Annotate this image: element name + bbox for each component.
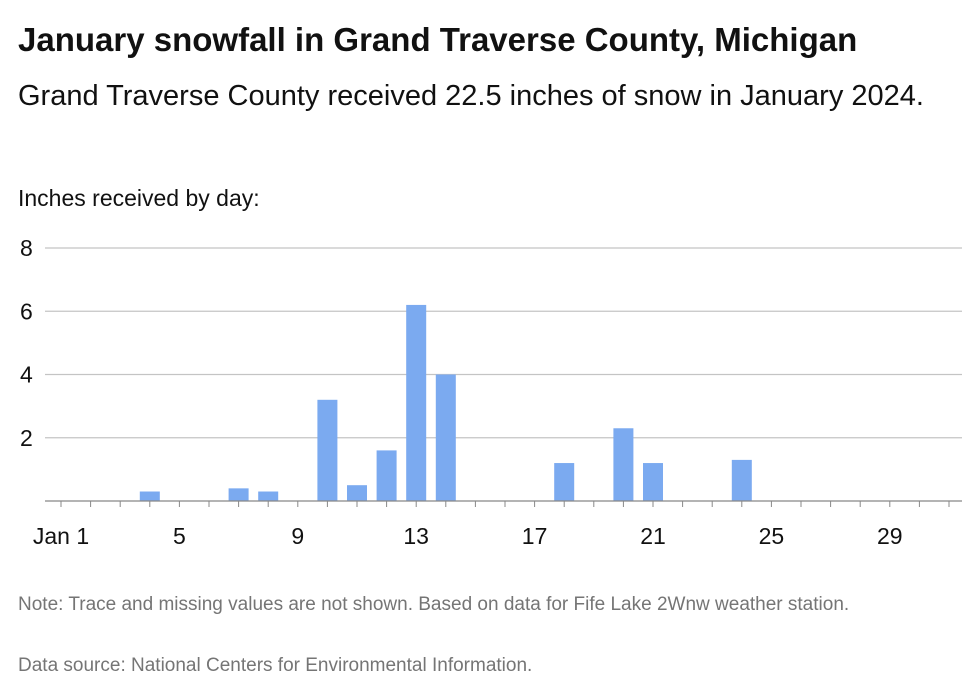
x-tick-label: Jan 1 [33,523,89,549]
bar [139,491,160,501]
x-tick-label: 29 [877,523,903,549]
x-tick-label: 5 [173,523,186,549]
chart-note: Note: Trace and missing values are not s… [18,594,850,615]
chart-title: January snowfall in Grand Traverse Count… [18,21,858,58]
y-tick-label: 2 [20,425,33,451]
x-tick-label: 13 [403,523,429,549]
chart-subtitle: Grand Traverse County received 22.5 inch… [18,80,924,112]
x-tick-label: 21 [640,523,666,549]
data-source: Data source: National Centers for Enviro… [18,655,533,676]
bar [406,304,427,501]
x-tick-label: 17 [522,523,548,549]
bar [376,450,397,501]
bar [613,428,634,501]
x-tick-label: 9 [291,523,304,549]
bar [435,374,456,501]
bar [258,491,279,501]
bar [317,399,338,501]
y-tick-label: 8 [20,235,33,261]
x-tick-label: 25 [759,523,785,549]
bar [347,485,367,501]
snowfall-bar-chart: 2 4 6 8 Jan 1 5 9 13 17 21 25 29 [20,235,962,549]
bar [643,463,663,501]
y-axis-caption: Inches received by day: [18,185,260,211]
y-tick-label: 4 [20,362,33,388]
bar [731,459,752,501]
bar [228,488,249,501]
y-tick-label: 6 [20,298,33,324]
bar [554,463,575,501]
